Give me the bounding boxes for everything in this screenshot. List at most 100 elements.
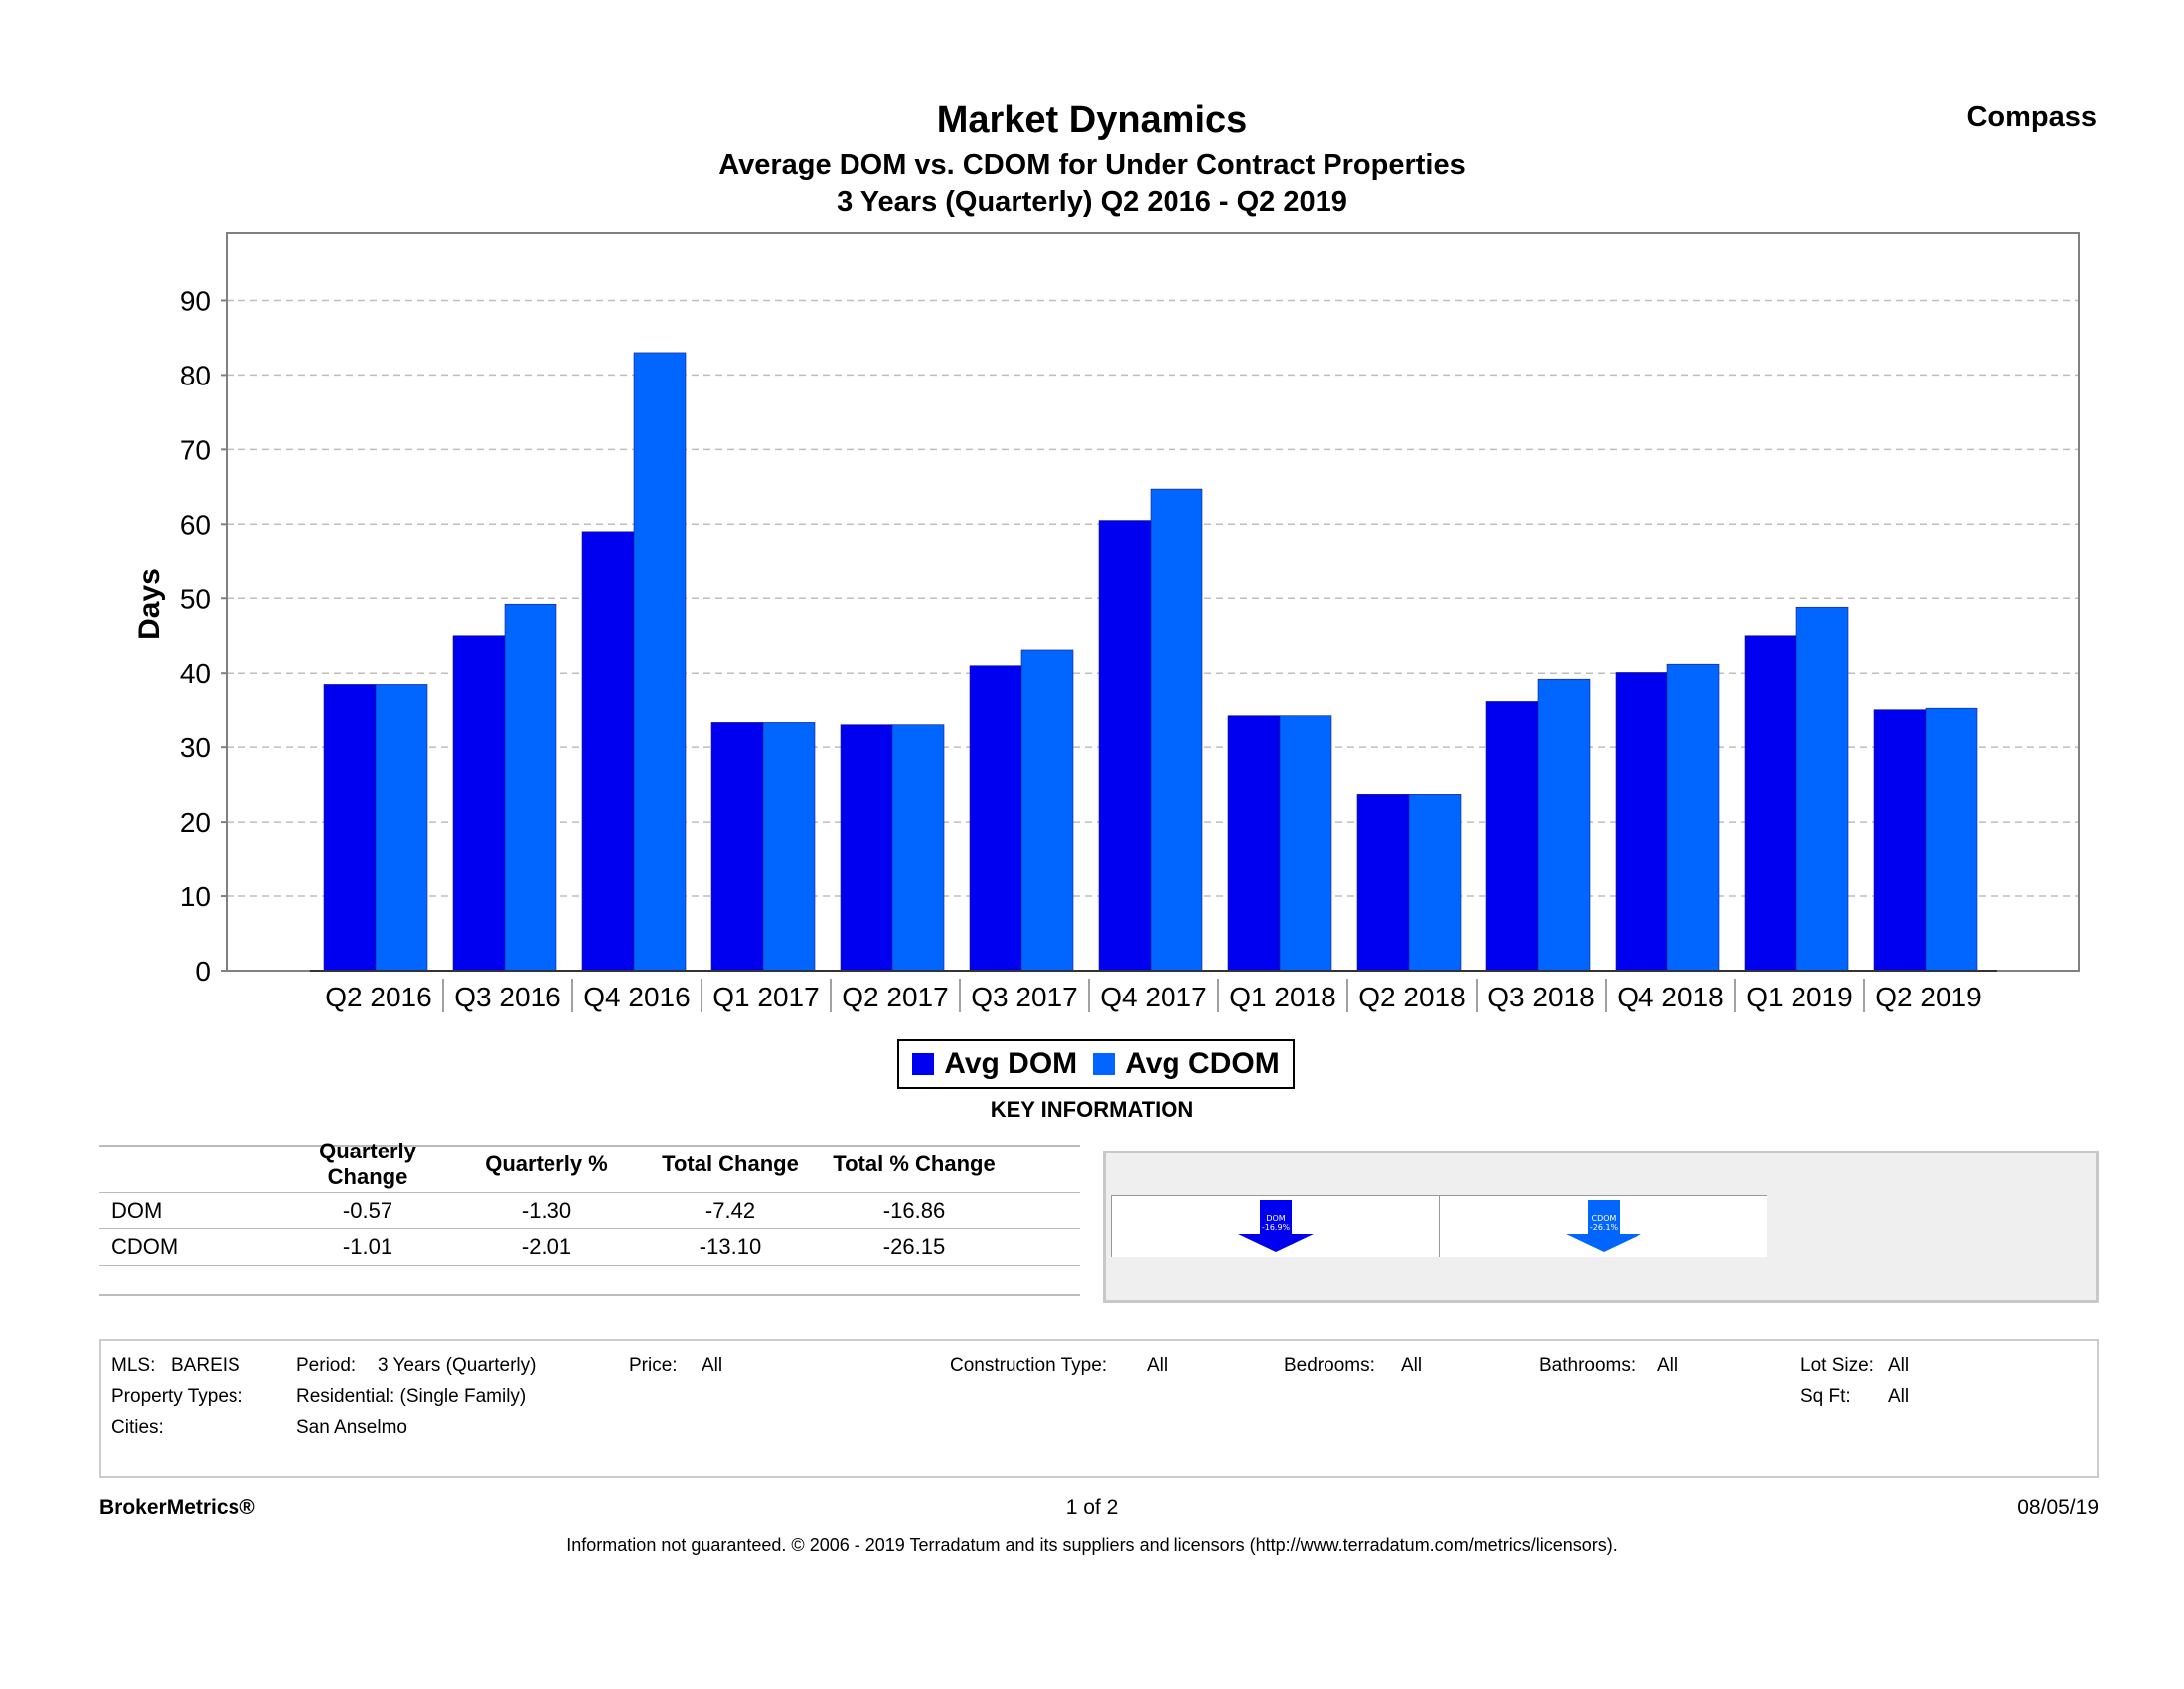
- filter-construction-label: Construction Type:: [950, 1355, 1108, 1376]
- down-arrow-icon: DOM -16.9%: [1238, 1200, 1314, 1252]
- y-tick-label: 30: [180, 732, 211, 763]
- legend-swatch-cdom: [1093, 1053, 1116, 1075]
- filter-bathrooms-label: Bathrooms:: [1539, 1355, 1637, 1376]
- x-tick-label: Q2 2018: [1358, 982, 1465, 1012]
- bar-avg-cdom: [1925, 707, 1978, 972]
- legend-item-cdom: Avg CDOM: [1093, 1047, 1280, 1081]
- y-tick-label: 20: [180, 807, 211, 838]
- bar-avg-dom: [1485, 701, 1539, 972]
- cell-quarterly-pct: -2.01: [521, 1234, 572, 1259]
- y-tick-label: 90: [180, 285, 211, 316]
- filter-proptypes-label: Property Types:: [111, 1386, 243, 1407]
- x-tick-label: Q3 2017: [971, 982, 1077, 1012]
- legend-label-dom: Avg DOM: [944, 1047, 1078, 1080]
- filter-bedrooms-value: All: [1401, 1355, 1423, 1376]
- y-tick-label: 80: [180, 360, 211, 390]
- bar-avg-cdom: [375, 684, 428, 972]
- axis-labels: 0 10 20 30 40 50 60 70 80 90 Days Q2 2016 Q3 2016 Q4 …: [133, 285, 1982, 1012]
- bar-avg-dom: [323, 684, 377, 972]
- row-label: CDOM: [111, 1234, 179, 1259]
- bar-avg-cdom: [1279, 715, 1332, 972]
- filter-cities-value: San Anselmo: [296, 1417, 407, 1438]
- bar-avg-dom: [581, 531, 635, 972]
- key-information-title: KEY INFORMATION: [990, 1097, 1194, 1122]
- y-tick-label: 10: [180, 881, 211, 912]
- legend-label-cdom: Avg CDOM: [1125, 1047, 1280, 1080]
- bar-avg-cdom: [504, 603, 557, 972]
- cdom-arrow-value: -26.1%: [1589, 1223, 1619, 1232]
- table-row: DOM -0.57 -1.30 -7.42 -16.86: [99, 1192, 1080, 1229]
- filter-period-label: Period:: [296, 1355, 357, 1376]
- filter-period-value: 3 Years (Quarterly): [378, 1355, 537, 1376]
- trend-indicator-panel: DOM -16.9% CDOM -26.1%: [1103, 1151, 2099, 1303]
- x-tick-label: Q2 2017: [842, 982, 948, 1012]
- filter-sqft-label: Sq Ft:: [1800, 1386, 1851, 1407]
- bar-avg-cdom: [1666, 663, 1720, 972]
- filter-bedrooms-label: Bedrooms:: [1284, 1355, 1375, 1376]
- y-tick-label: 60: [180, 509, 211, 539]
- filter-proptypes-value: Residential: (Single Family): [296, 1386, 527, 1407]
- chart-subtitle: Average DOM vs. CDOM for Under Contract …: [718, 149, 1466, 181]
- chart-period: 3 Years (Quarterly) Q2 2016 - Q2 2019: [837, 186, 1347, 218]
- header-quarterly-pct: Quarterly %: [485, 1152, 608, 1176]
- filter-construction-value: All: [1147, 1355, 1169, 1376]
- bars: [323, 352, 1978, 972]
- filter-price-value: All: [702, 1355, 723, 1376]
- bar-avg-dom: [1615, 672, 1668, 972]
- bar-avg-dom: [1098, 520, 1152, 972]
- y-tick-label: 40: [180, 658, 211, 689]
- filter-sqft-value: All: [1888, 1386, 1910, 1407]
- disclaimer: Information not guaranteed. © 2006 - 201…: [566, 1535, 1618, 1555]
- dom-arrow-value: -16.9%: [1261, 1223, 1291, 1232]
- filter-price-label: Price:: [629, 1355, 678, 1376]
- bar-avg-dom: [1227, 715, 1281, 972]
- x-tick-label: Q2 2016: [325, 982, 431, 1012]
- row-label: DOM: [111, 1198, 163, 1223]
- bar-avg-cdom: [1150, 488, 1203, 972]
- bar-avg-dom: [710, 722, 764, 972]
- header-total-pct-change: Total % Change: [833, 1152, 996, 1176]
- report-date: 08/05/19: [2017, 1496, 2099, 1519]
- axes: [221, 232, 2080, 1012]
- cdom-trend-card: CDOM -26.1%: [1439, 1195, 1767, 1257]
- chart-title: Market Dynamics: [936, 99, 1248, 141]
- bar-avg-cdom: [891, 724, 945, 972]
- header-quarterly-change: Quarterly Change: [319, 1139, 416, 1189]
- header-total-change: Total Change: [662, 1152, 799, 1176]
- bar-avg-cdom: [1020, 649, 1074, 972]
- bar-avg-dom: [1744, 635, 1797, 972]
- bar-avg-cdom: [1795, 606, 1849, 972]
- y-tick-label: 0: [195, 956, 211, 987]
- brand-name: Compass: [1966, 101, 2097, 133]
- x-tick-label: Q1 2017: [712, 982, 819, 1012]
- cell-total-pct-change: -16.86: [882, 1198, 946, 1223]
- x-tick-label: Q1 2019: [1746, 982, 1852, 1012]
- report-filters: MLS: BAREIS Period: 3 Years (Quarterly) …: [99, 1339, 2099, 1478]
- cell-quarterly-change: -0.57: [342, 1198, 393, 1223]
- cell-total-pct-change: -26.15: [882, 1234, 946, 1259]
- y-tick-label: 70: [180, 434, 211, 465]
- bar-avg-dom: [1356, 794, 1410, 972]
- chart-legend: Avg DOM Avg CDOM: [897, 1039, 1295, 1089]
- dom-arrow-label: DOM: [1266, 1214, 1286, 1223]
- x-tick-label: Q4 2017: [1100, 982, 1206, 1012]
- bar-chart: 0 10 20 30 40 50 60 70 80 90 Days Q2 2016 Q3 2016 Q4 …: [133, 232, 2080, 1012]
- legend-swatch-dom: [912, 1053, 935, 1075]
- bar-avg-cdom: [762, 722, 816, 972]
- cell-quarterly-pct: -1.30: [521, 1198, 572, 1223]
- x-tick-label: Q3 2016: [454, 982, 560, 1012]
- bar-avg-cdom: [1408, 794, 1462, 972]
- bar-avg-dom: [840, 724, 893, 972]
- bar-avg-cdom: [633, 352, 687, 972]
- y-axis-title: Days: [133, 568, 166, 640]
- cdom-arrow-label: CDOM: [1591, 1214, 1617, 1223]
- filter-mls-label: MLS:: [111, 1355, 156, 1376]
- x-tick-label: Q4 2016: [583, 982, 690, 1012]
- table-row: CDOM -1.01 -2.01 -13.10 -26.15: [99, 1228, 1080, 1266]
- key-info-table: Quarterly Change Quarterly % Total Chang…: [99, 1139, 1080, 1300]
- filter-lotsize-value: All: [1888, 1355, 1910, 1376]
- bar-avg-cdom: [1537, 678, 1591, 972]
- cell-total-change: -13.10: [699, 1234, 762, 1259]
- x-tick-label: Q2 2019: [1875, 982, 1981, 1012]
- x-tick-label: Q3 2018: [1487, 982, 1594, 1012]
